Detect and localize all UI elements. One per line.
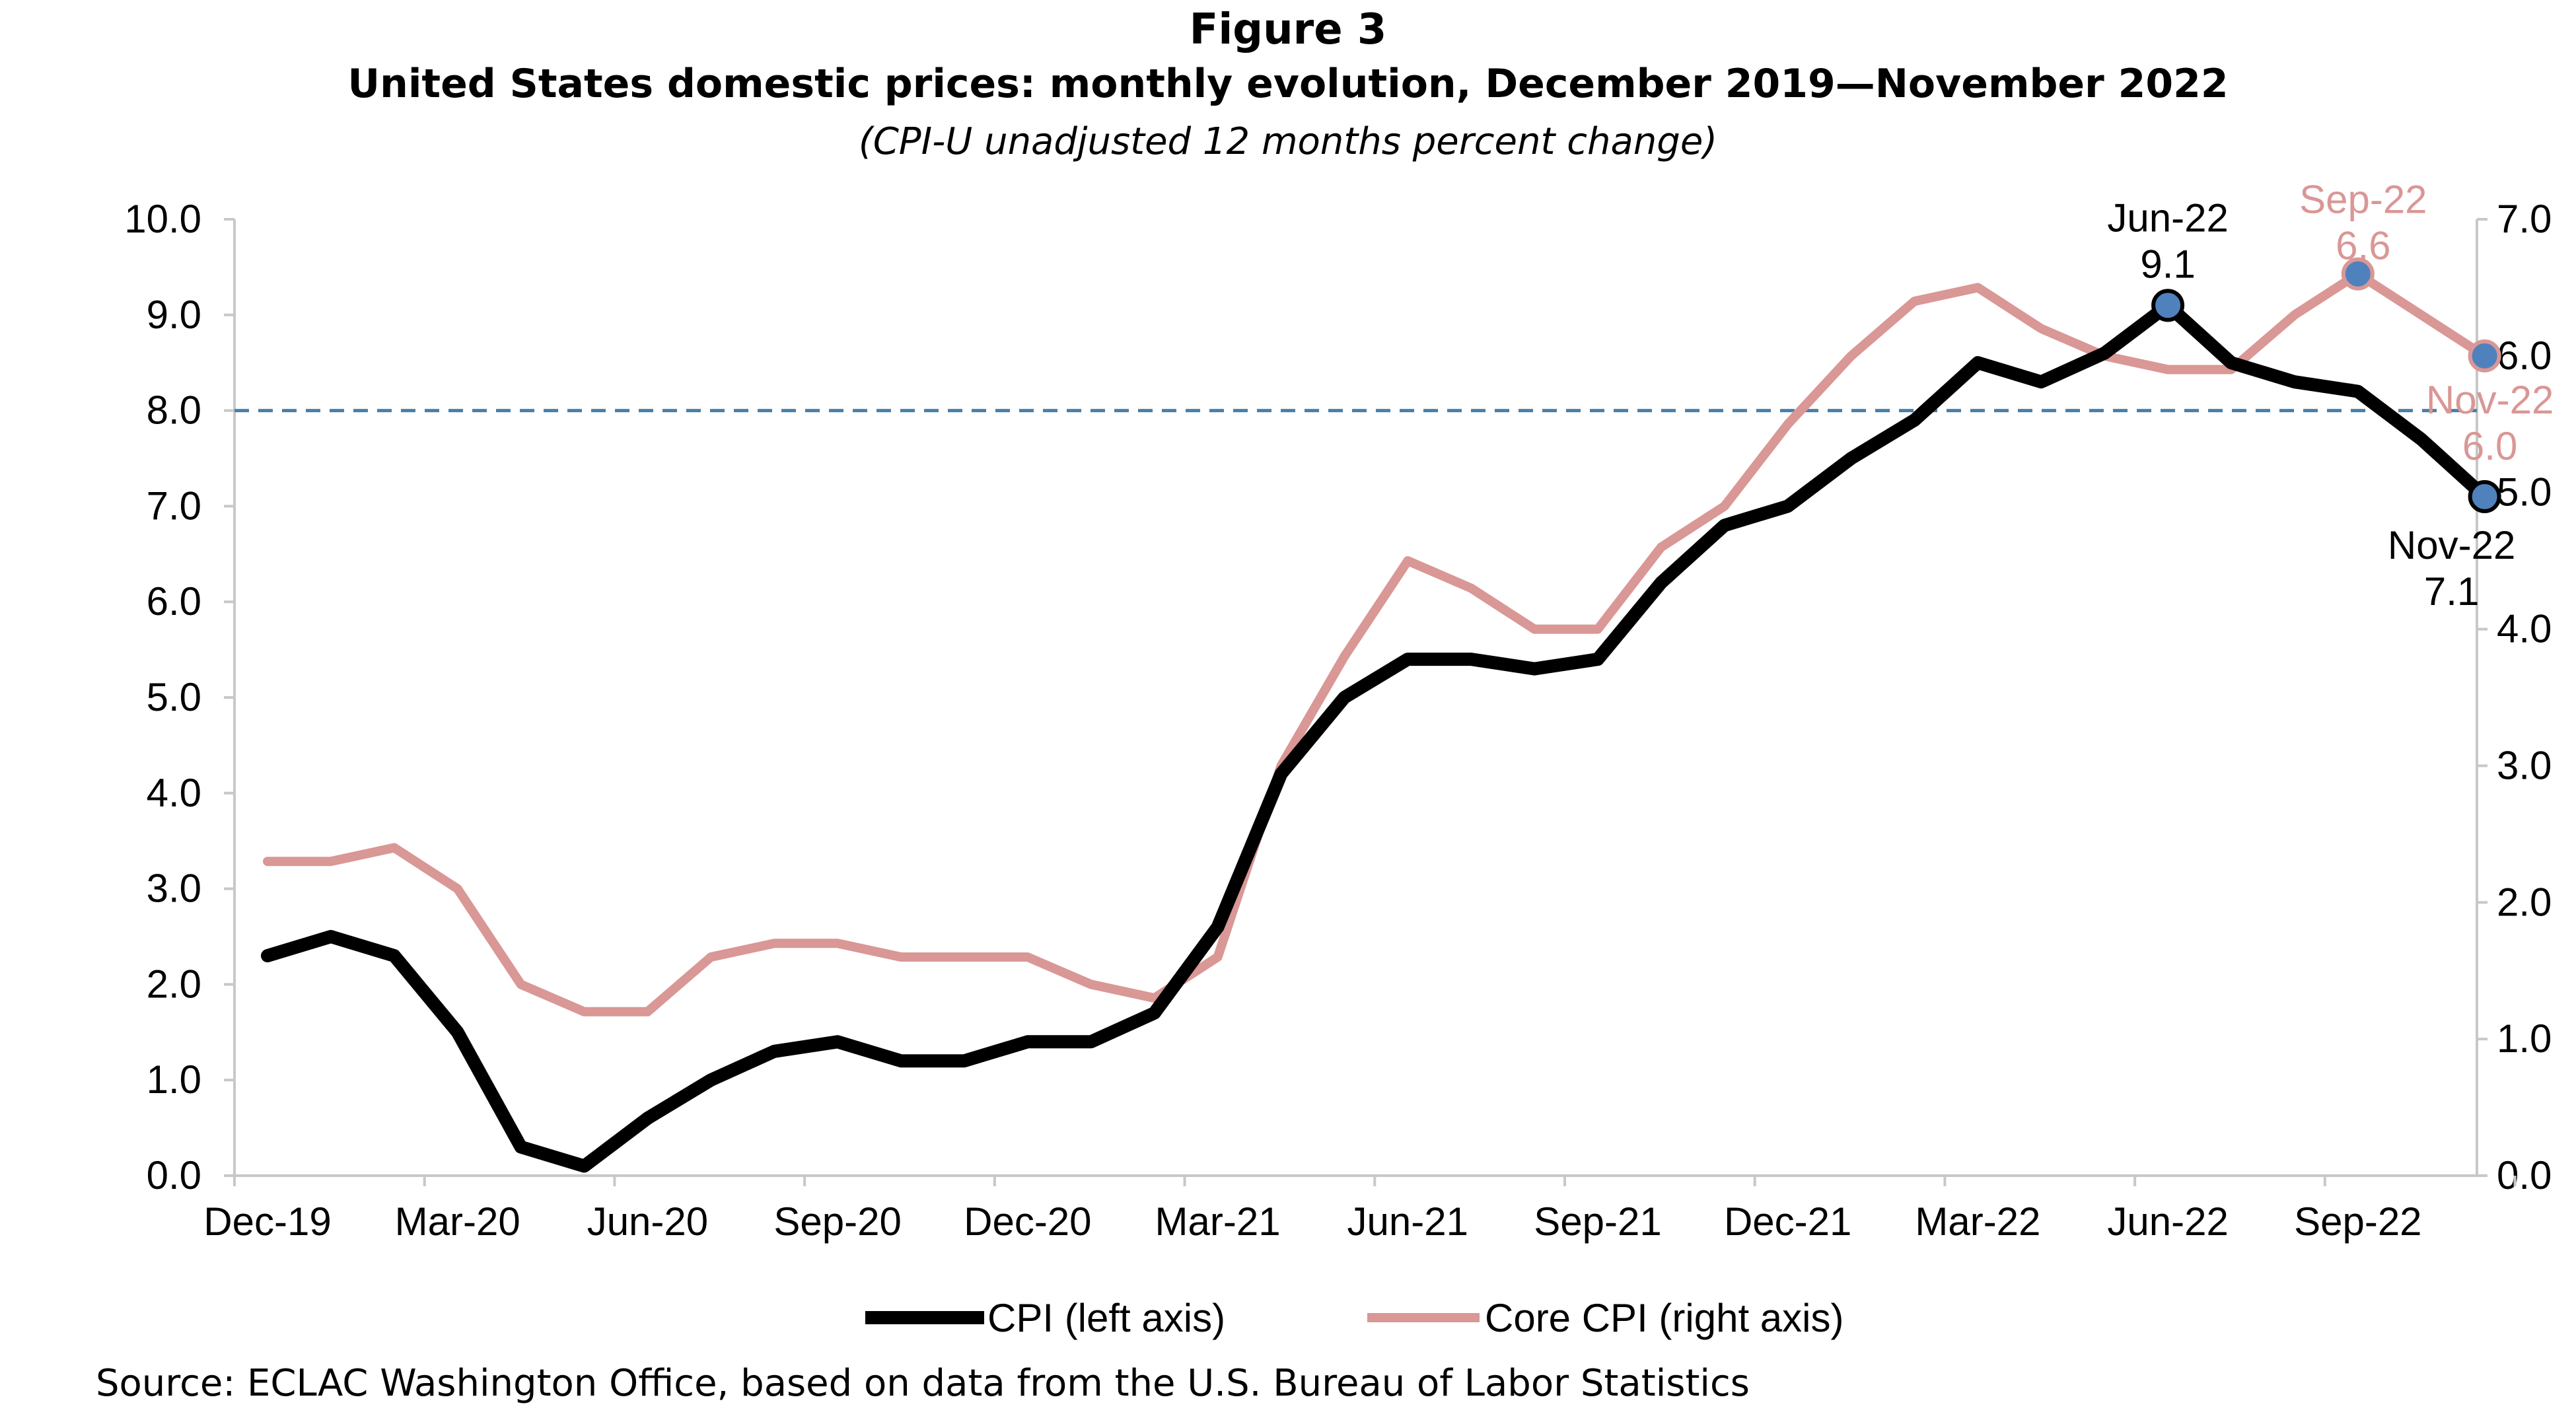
x-tick-label: Jun-21 xyxy=(1347,1199,1468,1244)
data-label: 6.6 xyxy=(2336,224,2390,268)
chart-subtitle: (CPI-U unadjusted 12 months percent chan… xyxy=(858,120,1718,163)
x-tick-label: Dec-19 xyxy=(203,1199,331,1244)
annotation-month-label: Nov-22 xyxy=(2388,523,2515,567)
chart-title: United States domestic prices: monthly e… xyxy=(347,61,2229,107)
legend: CPI (left axis) Core CPI (right axis) xyxy=(865,1296,1843,1340)
y-left-tick-label: 1.0 xyxy=(147,1057,201,1102)
x-tick-label: Jun-22 xyxy=(2107,1199,2228,1244)
y-left-tick-label: 3.0 xyxy=(147,867,201,911)
y-left-tick-label: 2.0 xyxy=(147,962,201,1006)
x-tick-label: Dec-20 xyxy=(964,1199,1091,1244)
data-point-marker xyxy=(2468,339,2501,373)
x-tick-label: Jun-20 xyxy=(587,1199,708,1244)
data-point-marker xyxy=(2341,257,2375,291)
x-tick-label: Sep-21 xyxy=(1534,1199,1661,1244)
y-right-tick-label: 6.0 xyxy=(2497,334,2552,378)
y-left-tick-label: 9.0 xyxy=(147,293,201,337)
x-tick-label: Mar-21 xyxy=(1155,1199,1281,1244)
annotation-month-label: Nov-22 xyxy=(2426,378,2554,422)
x-tick-label: Mar-22 xyxy=(1915,1199,2040,1244)
legend-label-cpi: CPI (left axis) xyxy=(987,1296,1225,1340)
axes: 0.01.02.03.04.05.06.07.08.09.010.00.01.0… xyxy=(124,197,2552,1244)
y-right-tick-label: 4.0 xyxy=(2497,607,2552,651)
data-label: 7.1 xyxy=(2424,569,2479,614)
y-right-tick-label: 1.0 xyxy=(2497,1016,2552,1061)
y-left-tick-label: 6.0 xyxy=(147,579,201,623)
y-left-tick-label: 0.0 xyxy=(147,1153,201,1197)
point-markers xyxy=(2151,257,2501,513)
series-line-core-cpi xyxy=(263,269,2489,1016)
y-right-tick-label: 2.0 xyxy=(2497,880,2552,924)
x-tick-label: Mar-20 xyxy=(395,1199,520,1244)
y-left-tick-label: 5.0 xyxy=(147,675,201,719)
x-tick-label: Sep-22 xyxy=(2294,1199,2421,1244)
annotation-month-label: Sep-22 xyxy=(2299,178,2427,222)
y-right-tick-label: 5.0 xyxy=(2497,470,2552,515)
x-tick-label: Sep-20 xyxy=(773,1199,901,1244)
legend-label-core-cpi: Core CPI (right axis) xyxy=(1485,1296,1843,1340)
annotation-month-label: Jun-22 xyxy=(2107,196,2228,240)
source-note: Source: ECLAC Washington Office, based o… xyxy=(96,1362,1750,1405)
figure-label: Figure 3 xyxy=(1189,5,1387,54)
series-line-cpi xyxy=(261,299,2491,1173)
y-right-tick-label: 7.0 xyxy=(2497,197,2552,241)
y-right-tick-label: 3.0 xyxy=(2497,743,2552,787)
data-point-marker xyxy=(2468,480,2501,513)
series-lines xyxy=(261,269,2491,1173)
x-tick-label: Dec-21 xyxy=(1724,1199,1851,1244)
y-left-tick-label: 4.0 xyxy=(147,771,201,815)
y-right-tick-label: 0.0 xyxy=(2497,1153,2552,1197)
data-point-marker xyxy=(2151,289,2185,322)
data-label: 6.0 xyxy=(2462,424,2517,468)
y-left-tick-label: 10.0 xyxy=(124,197,201,241)
data-label: 9.1 xyxy=(2140,242,2195,286)
y-left-tick-label: 7.0 xyxy=(147,483,201,528)
y-left-tick-label: 8.0 xyxy=(147,388,201,433)
